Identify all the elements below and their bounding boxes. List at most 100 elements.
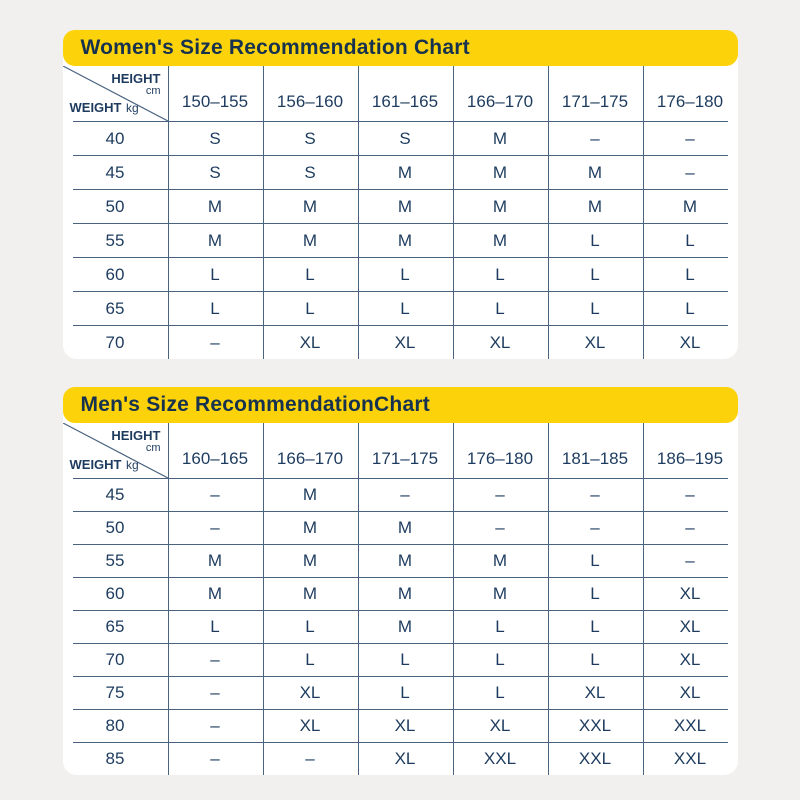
height-range-header: 171–175 [371,449,439,468]
size-cell: M [397,551,413,570]
weight-value: 75 [105,683,125,702]
diagonal-divider-line [62,423,168,478]
womens-header-row: HEIGHT cm WEIGHT kg 150–155 156–160 161–16… [62,66,738,121]
height-range-header: 171–175 [561,92,629,111]
size-cell: XL [679,584,701,603]
size-cell: – [210,650,220,669]
table-row: 45 S S M M M – [63,156,738,189]
size-cell: M [207,584,223,603]
column-divider [262,423,264,775]
size-cell: L [210,617,220,636]
size-cell: L [400,298,410,318]
size-cell: – [590,518,600,537]
row-divider [72,325,728,326]
size-cell: M [302,485,318,504]
size-cell: XL [679,650,701,669]
size-cell: XXL [483,749,517,768]
height-range-header: 160–165 [181,449,249,468]
weight-value: 65 [105,298,125,318]
size-cell: XL [299,683,321,702]
size-cell: XL [394,716,416,735]
size-cell: M [492,584,508,603]
size-cell: L [590,298,600,318]
row-divider [72,709,728,710]
height-axis-label: HEIGHT cm [111,72,160,97]
column-divider [262,66,264,359]
size-cell: L [495,298,505,318]
size-cell: M [302,230,318,250]
table-row: 70 – L L L L XL [63,644,738,676]
table-row: 40 S S S M – – [63,122,738,155]
column-divider [642,423,644,775]
size-cell: – [685,518,695,537]
size-cell: – [685,551,695,570]
size-cell: XL [679,332,701,352]
size-cell: L [590,584,600,603]
mens-size-chart-card: Men's Size RecommendationChart HEIGHT cm… [62,387,738,775]
axis-corner-cell: HEIGHT cm WEIGHT kg [62,66,168,121]
weight-axis-label: WEIGHT kg [70,100,139,116]
size-cell: M [682,196,698,216]
row-divider [72,511,728,512]
weight-value: 60 [105,264,125,284]
height-range-headers: 150–155 156–160 161–165 166–170 171–175 176–1… [168,66,738,121]
column-divider [547,66,549,359]
size-cell: XL [584,332,606,352]
weight-unit: kg [125,101,139,115]
table-row: 65 L L M L L XL [63,611,738,643]
weight-value: 70 [105,650,125,669]
height-range-header: 150–155 [181,92,249,111]
size-cell: L [590,264,600,284]
column-divider [452,423,454,775]
size-cell: XL [679,683,701,702]
diagonal-divider-line [62,66,168,121]
size-cell: M [302,551,318,570]
size-cell: M [397,617,413,636]
weight-label: WEIGHT [69,100,122,115]
size-cell: – [305,749,315,768]
table-row: 50 M M M M M M [63,190,738,223]
row-divider [72,291,728,292]
row-divider [72,478,728,479]
column-divider [642,66,644,359]
size-cell: M [587,162,603,182]
weight-value: 55 [105,551,125,570]
size-cell: M [492,196,508,216]
table-row: 55 M M M M L – [63,545,738,577]
column-divider [167,423,169,775]
table-row: 70 – XL XL XL XL XL [63,326,738,359]
height-range-header: 181–185 [561,449,629,468]
height-label: HEIGHT [111,71,161,86]
height-range-header: 176–180 [656,92,724,111]
weight-value: 80 [105,716,125,735]
size-cell: – [210,518,220,537]
size-cell: M [397,230,413,250]
row-divider [72,223,728,224]
mens-chart-title: Men's Size RecommendationChart [62,387,738,423]
size-cell: M [207,230,223,250]
column-divider [167,66,169,359]
size-cell: S [209,128,221,148]
table-row: 80 – XL XL XL XXL XXL [63,710,738,742]
size-cell: M [302,518,318,537]
size-cell: L [305,298,315,318]
size-cell: L [400,650,410,669]
height-axis-label: HEIGHT cm [111,429,160,454]
womens-chart-title: Women's Size Recommendation Chart [62,30,738,66]
mens-header-row: HEIGHT cm WEIGHT kg 160–165 166–170 171–17… [62,423,738,478]
size-cell: M [302,196,318,216]
size-cell: L [590,617,600,636]
size-cell: – [400,485,410,504]
size-cell: L [495,683,505,702]
size-cell: XL [394,332,416,352]
size-cell: S [399,128,411,148]
weight-value: 50 [105,518,125,537]
size-cell: XL [584,683,606,702]
size-cell: L [590,230,600,250]
size-cell: L [495,650,505,669]
weight-label: WEIGHT [69,457,122,472]
weight-value: 45 [105,162,125,182]
size-cell: L [590,650,600,669]
size-cell: M [397,584,413,603]
size-cell: L [685,264,695,284]
